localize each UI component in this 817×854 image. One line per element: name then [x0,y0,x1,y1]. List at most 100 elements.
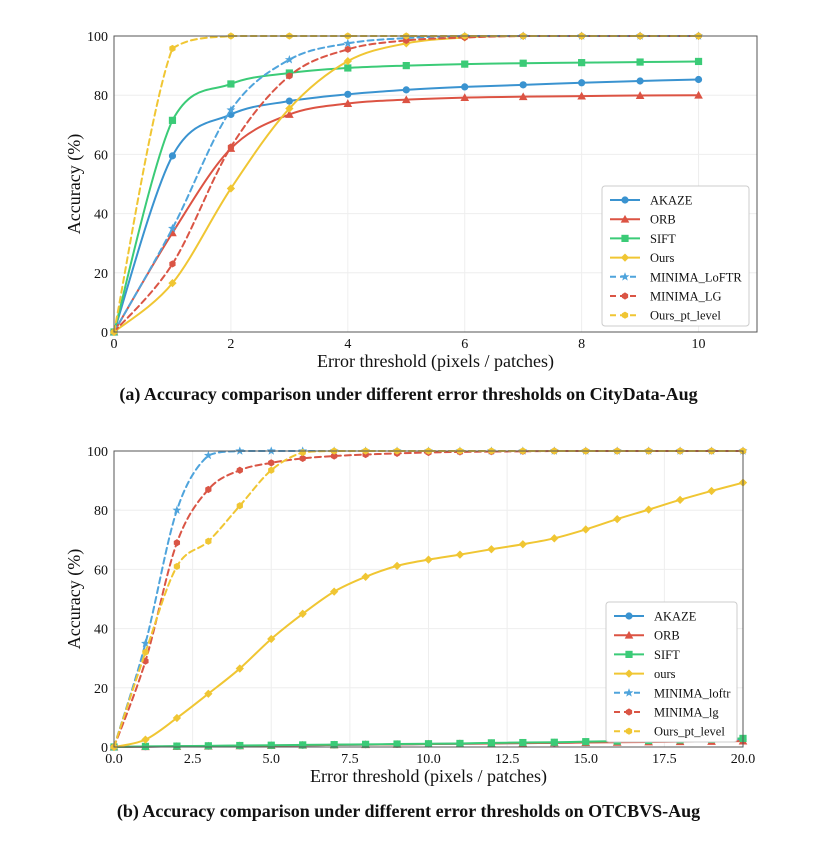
legend-item-ours-pt-level: Ours_pt_level [610,309,721,323]
plot-frame-a [113,35,758,333]
legend-swatch-marker [625,650,633,658]
data-point-sift [487,739,495,747]
legend-swatch-marker [620,253,630,262]
x-tick-label: 2 [227,337,234,352]
legend-swatch-marker [621,311,629,319]
legend-swatch-marker [620,272,630,281]
y-tick-label: 80 [94,89,108,104]
data-point-ours-pt-level [142,648,149,656]
data-point-sift [173,742,181,750]
legend-label: SIFT [650,232,676,246]
data-point-sift [267,741,275,749]
chart-b-svg: 0.0 2.5 5.0 7.5 10.0 12.5 15.0 17.5 20.0 0 20 40 60 8… [64,445,755,787]
data-point-minima-lg [205,485,212,494]
data-point-minima-lg [169,260,176,268]
legend-item-ours: Ours [610,251,674,265]
legend-item-minima-lg: MINIMA_LG [610,290,722,304]
data-point-ours [613,514,622,524]
data-point-akaze [402,86,410,94]
legend-a: AKAZE ORB SIFT Ours MINIMA_LoFTR MINIMA_LG Our… [601,185,750,327]
legend-item-sift: SIFT [614,648,680,662]
data-point-sift [299,741,307,749]
data-point-ours [204,689,213,698]
legend-label: MINIMA_LG [650,290,722,304]
data-point-ours [235,664,244,673]
data-point-minima-lg [236,466,243,474]
data-point-sift [204,742,212,750]
data-point-sift [694,57,703,66]
data-point-sift [362,740,370,748]
legend-swatch-marker [621,196,629,204]
y-tick-label: 60 [94,148,108,163]
y-tick-label: 0 [101,326,108,341]
data-point-sift [344,64,352,72]
data-point-ours [675,495,685,504]
data-point-akaze [344,90,352,98]
data-point-akaze [461,83,469,91]
data-point-ours [518,540,527,549]
x-tick-label: 10 [692,337,706,352]
x-tick-label: 8 [578,337,585,352]
x-tick-label: 4 [344,337,351,352]
legend-box [601,185,750,327]
data-point-ours [330,587,339,596]
data-point-akaze [694,75,703,84]
legend-label: ORB [650,213,676,227]
data-point-sift [141,742,150,751]
data-point-minima-lg [299,454,306,462]
legend-swatch-marker [624,688,634,697]
data-point-minima-loftr [284,55,294,64]
legend-label: MINIMA_lg [654,706,719,720]
data-point-minima-lg [227,143,235,151]
y-tick-label: 100 [87,445,108,460]
data-point-ours [267,634,276,644]
series-line-akaze [113,78,700,333]
legend-item-akaze: AKAZE [614,610,697,624]
data-point-minima-loftr [343,38,353,48]
y-tick-label: 0 [101,741,108,756]
data-point-ours [168,279,177,288]
data-point-ours [392,561,402,570]
legend-swatch-marker [620,214,630,223]
legend-box [605,601,738,743]
legend-swatch-marker [621,292,629,300]
series-ours [109,478,748,752]
data-point-ours [581,525,590,534]
y-tick-label: 20 [94,267,108,282]
x-tick-label: 6 [461,337,468,352]
x-tick-label: 10.0 [416,752,441,767]
legend-item-akaze: AKAZE [610,194,693,208]
legend-label: ORB [654,629,680,643]
series-line-minima-lg [113,35,700,333]
data-point-minima-lg [286,72,293,80]
data-point-orb [694,90,703,99]
data-point-minima-lg [344,45,351,53]
data-point-orb [635,91,645,99]
plot-frame-b [113,450,744,748]
data-point-akaze [636,77,644,85]
data-point-sift [236,741,244,750]
x-tick-label: 2.5 [184,752,202,767]
legend-swatch-marker [624,630,634,639]
chart-panel-b: 0.0 2.5 5.0 7.5 10.0 12.5 15.0 17.5 20.0 0 20 40 60 8… [0,428,817,854]
x-tick-label: 12.5 [495,752,520,767]
data-point-orb [518,92,528,101]
data-point-ours [298,609,307,618]
legend-item-sift: SIFT [610,232,676,246]
data-point-minima-lg [331,452,338,460]
x-tick-label: 17.5 [652,752,677,767]
ticks-b: 0.0 2.5 5.0 7.5 10.0 12.5 15.0 17.5 20.0 0 20 40 60 8… [87,445,755,767]
data-point-sift [424,740,433,748]
data-point-sift [402,62,410,70]
data-point-sift [636,58,644,66]
data-point-sift [550,738,558,746]
legend-label: Ours [650,251,674,265]
plot-area-b [109,446,748,752]
data-point-ours-pt-level [169,44,176,53]
data-point-ours [343,57,352,66]
data-point-ours-pt-level [268,466,275,474]
y-tick-label: 60 [94,563,108,578]
legend-label: SIFT [654,648,680,662]
legend-label: MINIMA_loftr [654,686,731,700]
